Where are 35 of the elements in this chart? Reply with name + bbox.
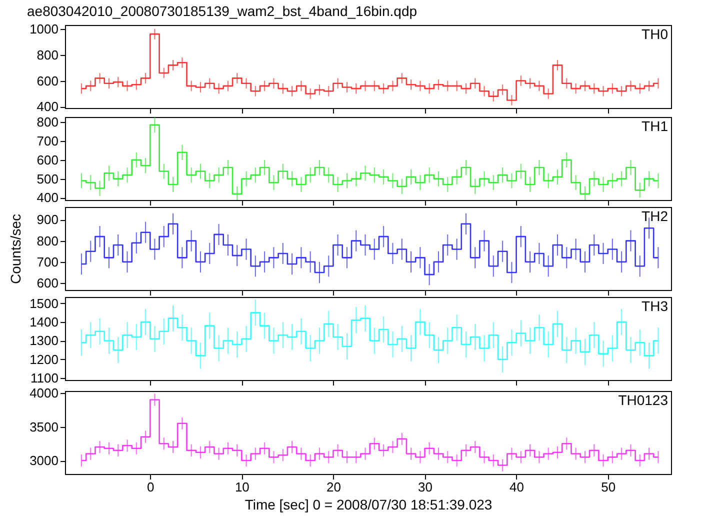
series-label: TH3 bbox=[642, 298, 668, 314]
y-tick-label: 1200 bbox=[30, 352, 58, 367]
x-tick-label: 10 bbox=[234, 480, 250, 494]
y-tick-label: 800 bbox=[36, 233, 58, 248]
y-axis-title: Counts/sec bbox=[8, 214, 24, 284]
y-tick-label: 900 bbox=[36, 212, 58, 228]
y-tick-label: 4000 bbox=[30, 386, 58, 401]
y-tick-label: 600 bbox=[36, 152, 58, 168]
y-tick-label: 1300 bbox=[30, 333, 58, 348]
y-tick-label: 1400 bbox=[30, 314, 58, 330]
text: TH0 bbox=[642, 26, 668, 42]
x-tick-label: 30 bbox=[418, 480, 432, 494]
y-tick-label: 600 bbox=[36, 73, 58, 88]
text: TH0123 bbox=[618, 392, 668, 408]
text: TH1 bbox=[642, 118, 668, 134]
x-tick-label: 40 bbox=[510, 480, 524, 494]
x-tick-label: 0 bbox=[147, 480, 154, 494]
y-tick-label: 1000 bbox=[30, 21, 58, 36]
y-tick-label: 1500 bbox=[30, 296, 58, 311]
y-tick-label: 800 bbox=[36, 114, 58, 130]
y-tick-label: 700 bbox=[36, 134, 58, 149]
y-tick-label: 500 bbox=[36, 171, 58, 186]
chart-title: ae803042010_20080730185139_wam2_bst_4band_16bin.qdp bbox=[27, 2, 418, 19]
y-tick-label: 3000 bbox=[30, 453, 58, 468]
y-tick-label: 3500 bbox=[30, 419, 58, 434]
x-axis-title: Time [sec] 0 = 2008/07/30 18:51:39.023 bbox=[244, 496, 492, 512]
y-tick-label: 400 bbox=[36, 99, 58, 114]
x-tick-label: 50 bbox=[601, 480, 616, 494]
x-tick-label: 20 bbox=[326, 480, 341, 494]
y-tick-label: 800 bbox=[36, 47, 58, 62]
y-tick-label: 600 bbox=[36, 276, 58, 291]
y-tick-label: 700 bbox=[36, 254, 58, 270]
y-tick-label: 1100 bbox=[30, 370, 58, 386]
series-label: TH2 bbox=[642, 208, 668, 224]
y-tick-label: 400 bbox=[36, 190, 58, 206]
